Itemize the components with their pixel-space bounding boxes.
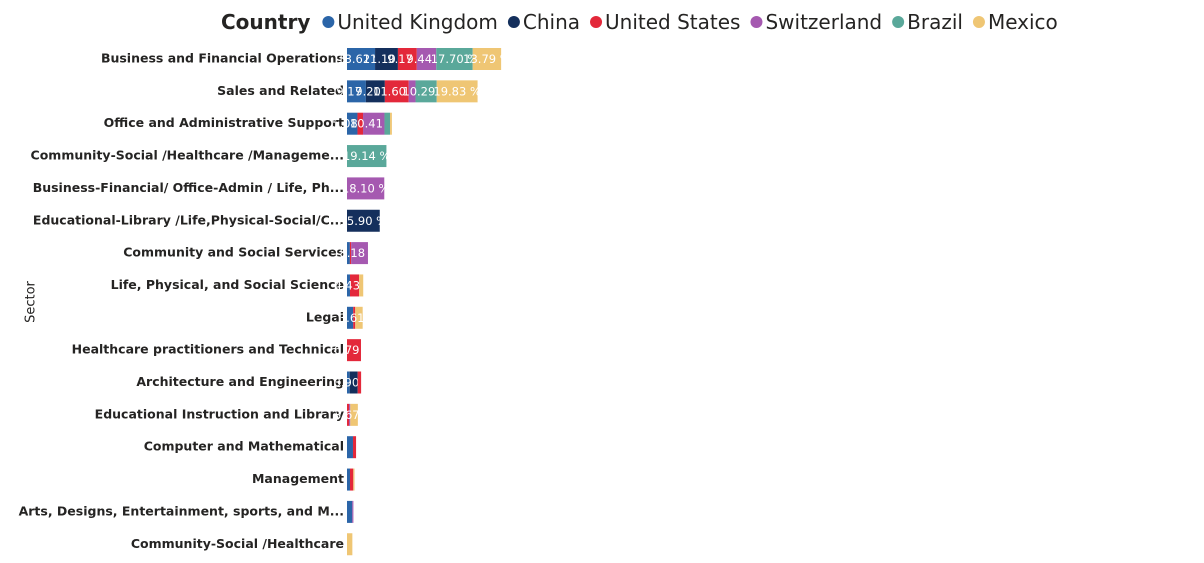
data-label: 4.43 % — [334, 278, 374, 292]
bar-segment[interactable] — [416, 48, 437, 70]
data-label: 13.79 % — [463, 52, 511, 66]
bar-segment[interactable] — [397, 48, 417, 70]
bar-segment[interactable] — [390, 112, 392, 135]
data-label: 13.62 % — [337, 52, 385, 66]
bar-segment[interactable] — [351, 242, 368, 265]
legend-marker-2 — [590, 16, 603, 28]
category-labels: Business and Financial Operations Sales a… — [19, 51, 344, 551]
category-label: Computer and Mathematical — [144, 439, 344, 454]
bar-segment[interactable] — [349, 468, 354, 491]
bar-segment[interactable] — [347, 177, 385, 200]
bar-segment[interactable] — [436, 80, 478, 103]
category-label: Office and Administrative Support — [104, 115, 344, 130]
bar-segment[interactable] — [350, 403, 358, 426]
category-label: Business-Financial/ Office-Admin / Life,… — [33, 180, 344, 195]
data-label: 18.10 % — [342, 181, 390, 195]
data-label: 8.18 % — [339, 246, 379, 260]
bar-segment[interactable] — [347, 339, 361, 362]
bar-segment[interactable] — [347, 274, 350, 297]
bar-segment[interactable] — [384, 80, 409, 103]
bar-segment[interactable] — [349, 242, 352, 265]
category-label: Healthcare practitioners and Technical — [72, 342, 344, 357]
bar-segment[interactable] — [352, 500, 354, 523]
legend-marker-0 — [322, 16, 335, 28]
bar-segment[interactable] — [357, 371, 362, 394]
data-label: 6.79 % — [334, 343, 374, 357]
legend-marker-5 — [972, 16, 985, 28]
legend-marker-4 — [892, 16, 905, 28]
category-label: Business and Financial Operations — [101, 51, 344, 66]
y-axis-title: Sector — [24, 280, 39, 322]
data-label: 3.61 % — [339, 311, 379, 325]
category-label: Community-Social /Healthcare — [131, 536, 344, 551]
bar-segment[interactable] — [347, 242, 350, 265]
data-label: 3.67 % — [334, 408, 374, 422]
bar-segment[interactable] — [355, 306, 363, 329]
category-label: Legal — [306, 309, 344, 324]
legend-marker-1 — [507, 16, 520, 28]
bar-segment[interactable] — [436, 48, 473, 70]
category-label: Educational Instruction and Library — [95, 406, 344, 421]
bar-segment[interactable] — [415, 80, 437, 103]
bar-segment[interactable] — [375, 48, 398, 70]
category-label: Life, Physical, and Social Science — [111, 277, 344, 292]
legend-label-0: United Kingdom — [337, 10, 498, 34]
bar-segment[interactable] — [347, 112, 358, 135]
bar-segment[interactable] — [352, 436, 357, 459]
category-label: Educational-Library /Life,Physical-Socia… — [33, 212, 344, 227]
data-label: 3.90 % — [334, 376, 374, 390]
bar-segment[interactable] — [472, 48, 502, 70]
bar-segment[interactable] — [353, 468, 355, 491]
bar-segment[interactable] — [353, 306, 356, 329]
bar-segment[interactable] — [357, 112, 364, 135]
bar-segment[interactable] — [347, 533, 353, 556]
bar-segment[interactable] — [347, 48, 376, 70]
bar-segment[interactable] — [365, 80, 385, 103]
bar-segment[interactable] — [347, 306, 354, 329]
bar-segment[interactable] — [347, 145, 387, 168]
data-label: 19.14 % — [343, 149, 391, 163]
data-label: 15.90 % — [340, 214, 388, 228]
data-label: 17.70 % — [431, 52, 479, 66]
bar-segment[interactable] — [349, 274, 360, 297]
data-label: 19.83 % — [433, 84, 481, 98]
legend-title: Country — [221, 10, 310, 34]
bars: 13.62 %11.10 %9.17 %9.44 %17.70 %13.79 %… — [332, 48, 511, 556]
bar-segment[interactable] — [359, 274, 364, 297]
legend: Country United Kingdom China United States… — [221, 10, 1058, 34]
data-label: 11.60 % — [373, 84, 421, 98]
legend-label-5: Mexico — [988, 10, 1058, 34]
bar-segment[interactable] — [347, 403, 350, 426]
bar-segment[interactable] — [347, 209, 380, 232]
category-label: Community-Social /Healthcare /Manageme..… — [31, 148, 344, 163]
category-label: Architecture and Engineering — [136, 374, 344, 389]
bar-segment[interactable] — [347, 500, 353, 523]
bar-segment[interactable] — [347, 80, 366, 103]
bar-segment[interactable] — [347, 371, 350, 394]
bar-segment[interactable] — [347, 436, 353, 459]
legend-label-2: United States — [605, 10, 740, 34]
bar-segment[interactable] — [384, 112, 391, 135]
bar-segment[interactable] — [347, 468, 350, 491]
legend-label-4: Brazil — [907, 10, 963, 34]
legend-marker-3 — [750, 16, 763, 28]
bar-segment[interactable] — [349, 371, 358, 394]
legend-label-1: China — [523, 10, 580, 34]
bar-segment[interactable] — [408, 80, 416, 103]
category-label: Arts, Designs, Entertainment, sports, an… — [19, 503, 344, 518]
legend-label-3: Switzerland — [765, 10, 882, 34]
bar-segment[interactable] — [349, 403, 351, 426]
category-label: Management — [252, 471, 344, 486]
bar-segment[interactable] — [363, 112, 385, 135]
category-label: Community and Social Services — [123, 245, 344, 260]
category-label: Sales and Related — [217, 83, 344, 98]
